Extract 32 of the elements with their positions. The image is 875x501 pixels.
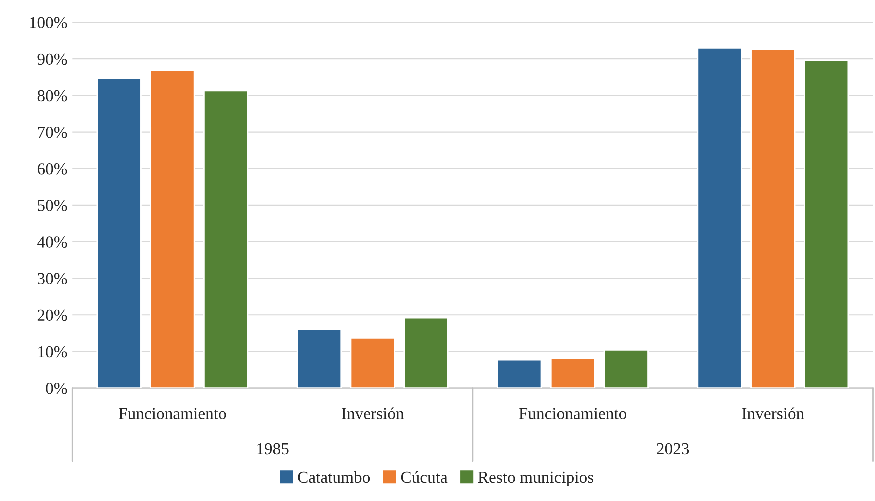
y-tick-label: 80% bbox=[38, 90, 68, 102]
bar bbox=[204, 90, 249, 388]
y-tick-label: 0% bbox=[46, 382, 68, 394]
y-tick-label: 50% bbox=[38, 200, 68, 212]
x-tick-label: Funcionamiento bbox=[119, 408, 226, 420]
y-tick-label: 90% bbox=[38, 54, 68, 66]
text: 1985 bbox=[258, 443, 289, 455]
bar bbox=[697, 47, 742, 388]
legend-label: Catatumbo bbox=[298, 471, 370, 484]
bar bbox=[804, 60, 850, 388]
bar bbox=[497, 359, 542, 388]
y-tick-label: 100% bbox=[30, 17, 68, 29]
x-tick-label: Inversión bbox=[742, 408, 804, 420]
bar bbox=[404, 317, 449, 388]
y-tick-label: 70% bbox=[38, 126, 68, 138]
text: 2023 bbox=[657, 443, 690, 455]
x-tick-label: Funcionamiento bbox=[519, 408, 627, 420]
legend-label: Resto municipios bbox=[478, 472, 594, 486]
bar bbox=[96, 78, 142, 388]
bar bbox=[604, 350, 649, 388]
bar bbox=[296, 328, 342, 388]
y-tick-label: 60% bbox=[38, 164, 68, 175]
y-tick-label: 40% bbox=[38, 236, 68, 248]
legend-label: Cúcuta bbox=[401, 471, 448, 484]
y-tick-label: 30% bbox=[38, 273, 68, 285]
x-tick-label: Inversión bbox=[342, 408, 404, 420]
y-tick-label: 10% bbox=[38, 346, 68, 358]
bar bbox=[550, 358, 596, 388]
bar bbox=[750, 48, 796, 388]
bar bbox=[150, 70, 196, 388]
y-tick-label: 20% bbox=[38, 310, 68, 322]
bar bbox=[350, 337, 396, 388]
